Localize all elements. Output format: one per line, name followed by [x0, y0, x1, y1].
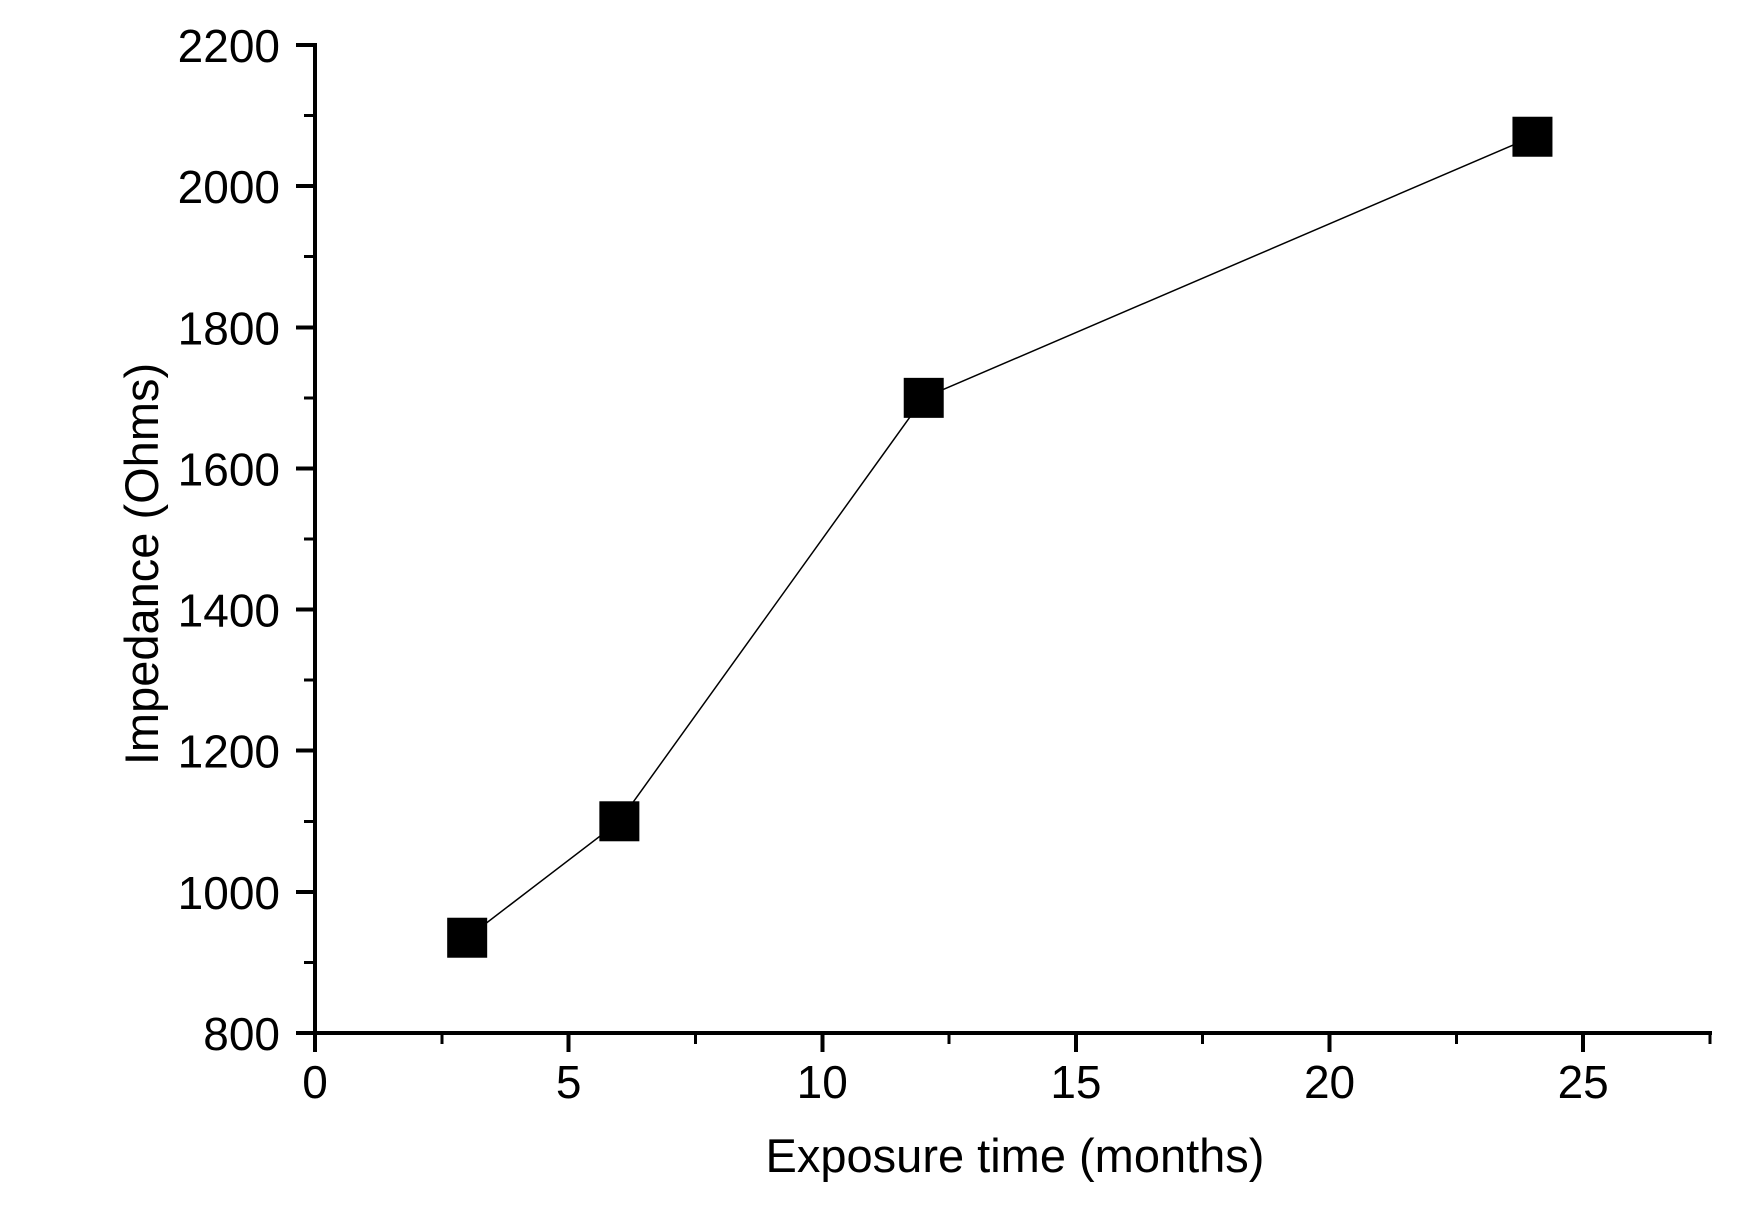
y-axis-title: Impedance (Ohms)	[115, 363, 168, 765]
y-axis-tick-label: 2200	[178, 20, 280, 72]
x-axis-title: Exposure time (months)	[766, 1129, 1265, 1182]
data-point-marker	[903, 377, 944, 418]
x-axis-tick-label: 0	[302, 1056, 328, 1108]
y-axis-tick-label: 1800	[178, 302, 280, 354]
y-axis-tick-label: 1400	[178, 585, 280, 637]
x-axis-tick-label: 10	[797, 1056, 848, 1108]
data-point-marker	[599, 801, 640, 842]
y-axis-tick-label: 1000	[178, 867, 280, 919]
data-point-marker	[447, 917, 488, 958]
y-axis-tick-label: 800	[203, 1008, 280, 1060]
data-point-marker	[1512, 116, 1553, 157]
y-axis-tick-label: 1600	[178, 443, 280, 495]
axes-layer: 0 5 10 15 20 25 800 1000 1200 1400 1600 1800 2000 220…	[178, 20, 1712, 1108]
y-axis-tick-label: 2000	[178, 161, 280, 213]
series-layer	[447, 116, 1553, 958]
series-line	[466, 136, 1533, 939]
x-axis-tick-label: 25	[1558, 1056, 1609, 1108]
x-axis-tick-label: 20	[1304, 1056, 1355, 1108]
x-axis-tick-label: 5	[556, 1056, 582, 1108]
x-axis-tick-label: 15	[1050, 1056, 1101, 1108]
y-axis-tick-label: 1200	[178, 726, 280, 778]
